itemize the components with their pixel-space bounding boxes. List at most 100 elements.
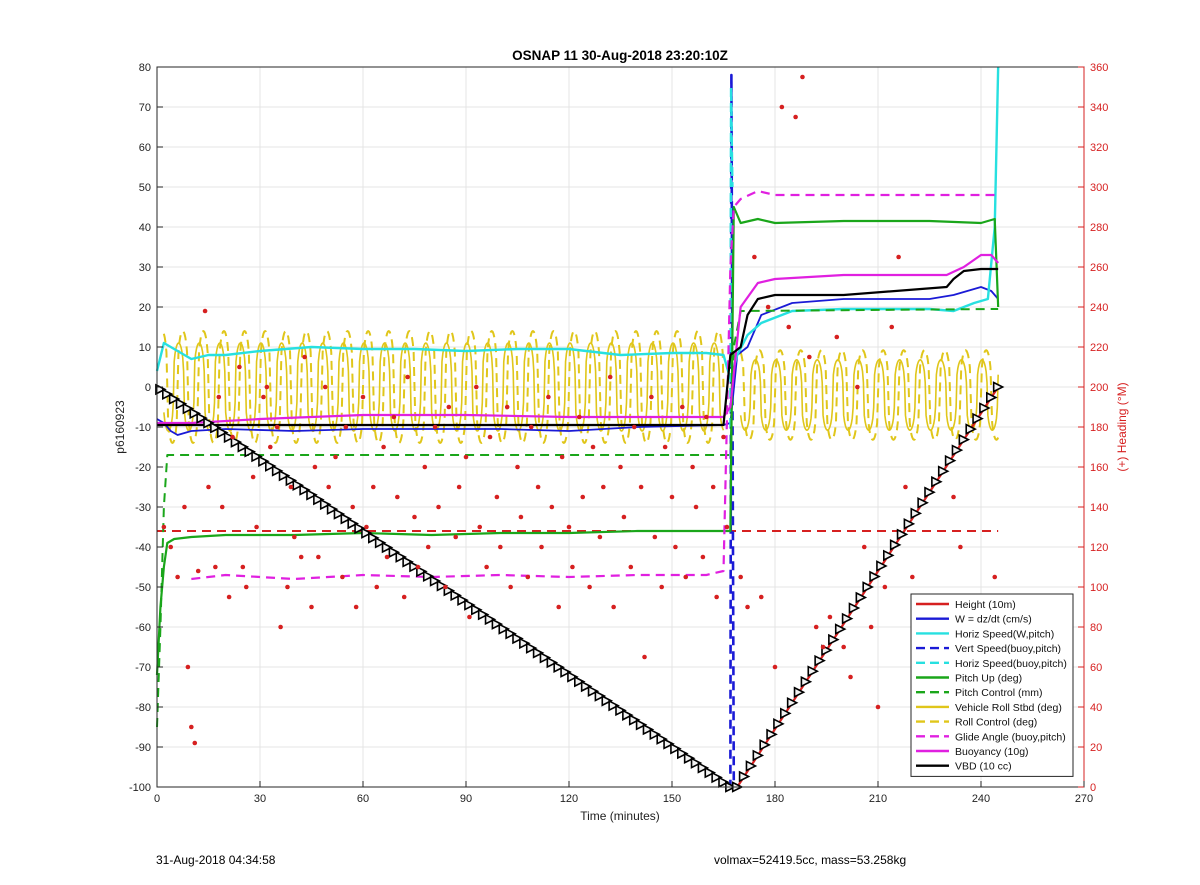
heading-point: [910, 574, 915, 580]
heading-point: [401, 594, 407, 600]
heading-point: [353, 604, 359, 610]
y-tick-label-left: 30: [139, 262, 151, 274]
x-tick-label: 0: [154, 793, 160, 805]
heading-point: [254, 524, 259, 530]
heading-point: [710, 484, 716, 490]
heading-point: [487, 434, 493, 440]
height-marker: [553, 661, 565, 674]
height-marker: [244, 445, 256, 458]
heading-point: [758, 594, 764, 600]
height-marker: [958, 433, 971, 446]
height-marker: [924, 486, 936, 499]
heading-point: [474, 384, 479, 390]
heading-point: [443, 584, 448, 590]
heading-point: [278, 624, 283, 630]
heading-point: [765, 304, 771, 310]
heading-point: [693, 504, 699, 510]
height-marker: [237, 441, 250, 453]
x-tick-label: 240: [972, 793, 990, 805]
height-marker: [361, 527, 373, 539]
heading-point: [213, 564, 218, 570]
height-marker: [628, 714, 641, 726]
heading-point: [456, 484, 462, 490]
heading-point: [827, 614, 833, 620]
y-tick-label-right: 80: [1090, 622, 1102, 634]
heading-point: [453, 534, 459, 540]
height-marker: [807, 665, 820, 678]
height-marker: [216, 426, 229, 439]
height-marker: [979, 402, 991, 414]
heading-point: [219, 504, 225, 510]
heading-point: [498, 544, 503, 550]
height-marker: [917, 496, 929, 509]
heading-point: [882, 584, 888, 590]
heading-point: [618, 464, 623, 470]
series-layer: [155, 66, 1005, 793]
legend-label: Vehicle Roll Stbd (deg): [955, 702, 1062, 714]
y-axis-label-right: (+) Heading (°M): [1115, 382, 1129, 471]
x-axis-label: Time (minutes): [580, 809, 660, 823]
heading-point: [446, 404, 452, 410]
height-marker: [882, 549, 895, 562]
heading-point: [680, 404, 685, 410]
heading-point: [350, 504, 356, 510]
height-marker: [168, 393, 181, 405]
y-tick-label-left: 50: [139, 182, 151, 194]
height-marker: [340, 512, 353, 525]
height-marker: [470, 603, 483, 616]
x-tick-label: 150: [663, 793, 681, 805]
heading-point: [868, 624, 874, 630]
y-tick-label-right: 20: [1090, 742, 1102, 754]
heading-point: [288, 484, 294, 490]
height-marker: [773, 718, 785, 730]
y-tick-label-right: 300: [1090, 182, 1108, 194]
height-marker: [848, 602, 861, 614]
height-marker: [162, 388, 174, 400]
x-tick-label: 270: [1075, 793, 1093, 805]
heading-point: [779, 104, 785, 110]
y-tick-label-right: 200: [1090, 382, 1108, 394]
height-marker: [381, 541, 394, 554]
heading-point: [371, 484, 376, 490]
y-tick-label-right: 340: [1090, 102, 1108, 114]
height-marker: [965, 423, 977, 435]
heading-point: [384, 554, 390, 560]
height-marker: [230, 436, 243, 448]
footer-mass-info: volmax=52419.5cc, mass=53.258kg: [714, 853, 907, 867]
y-tick-label-left: 80: [139, 62, 151, 74]
heading-point: [786, 324, 792, 330]
height-marker: [697, 762, 710, 774]
y-tick-label-left: -70: [135, 662, 151, 674]
height-marker: [766, 728, 778, 741]
y-axis-label-left: p6160923: [113, 400, 127, 454]
legend-label: Pitch Control (mm): [955, 687, 1043, 699]
height-marker: [896, 528, 909, 541]
x-tick-label: 180: [766, 793, 784, 805]
heading-point: [642, 654, 647, 660]
height-marker: [779, 707, 792, 720]
heading-point: [391, 414, 397, 420]
height-marker: [409, 560, 421, 573]
height-marker: [210, 421, 222, 434]
heading-point: [333, 454, 338, 460]
height-marker: [786, 696, 799, 709]
heading-point: [690, 464, 695, 470]
heading-point: [649, 394, 654, 400]
height-marker: [567, 671, 579, 683]
heading-point: [903, 484, 908, 490]
height-marker: [683, 752, 696, 765]
heading-point: [577, 414, 582, 420]
height-marker: [635, 718, 648, 731]
height-marker: [834, 623, 847, 635]
height-marker: [594, 690, 607, 702]
height-marker: [841, 612, 854, 625]
legend-label: Pitch Up (deg): [955, 673, 1022, 685]
heading-point: [508, 584, 513, 590]
heading-point: [559, 454, 565, 460]
heading-point: [800, 74, 805, 80]
heading-point: [611, 604, 616, 610]
heading-point: [206, 484, 211, 490]
heading-point: [292, 534, 297, 540]
heading-point: [467, 614, 472, 620]
